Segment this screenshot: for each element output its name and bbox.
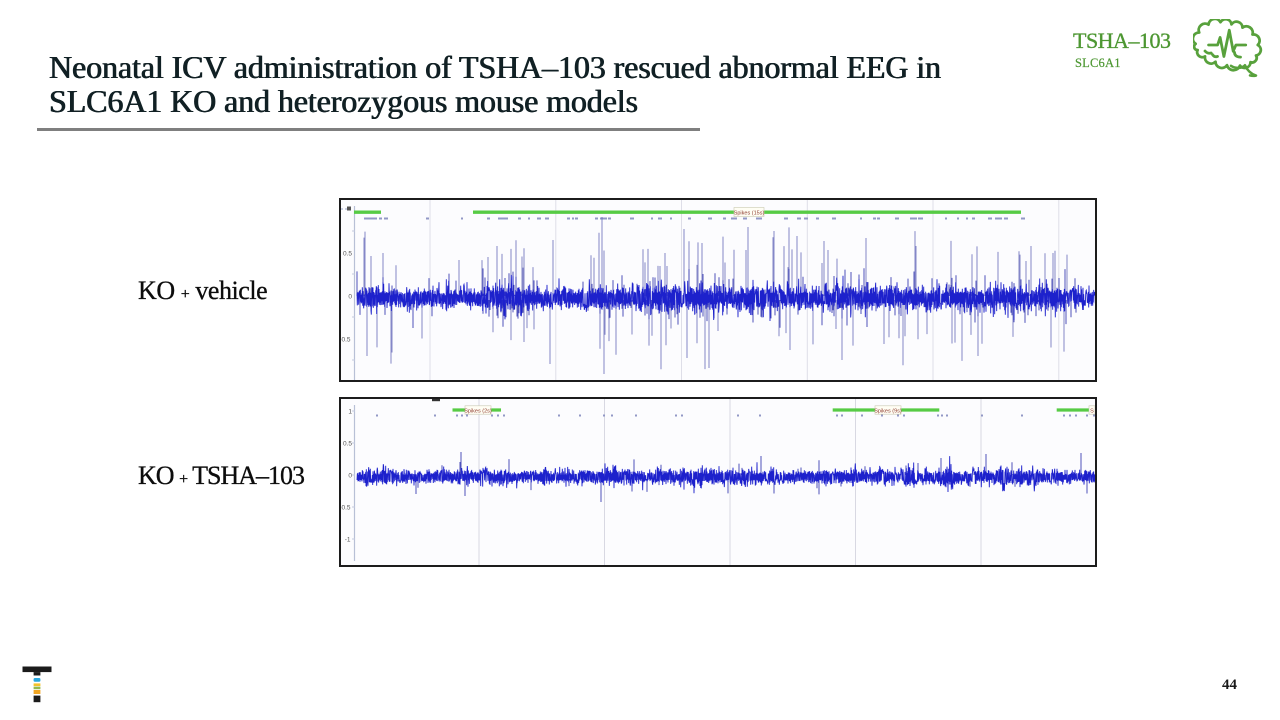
svg-text:0.5: 0.5 <box>343 441 352 448</box>
svg-text:0: 0 <box>348 294 352 301</box>
svg-text:-1: -1 <box>345 537 351 544</box>
svg-text:0: 0 <box>348 473 352 480</box>
svg-text:-0.5: -0.5 <box>339 337 351 344</box>
svg-text:Spikes (15s): Spikes (15s) <box>734 211 765 217</box>
svg-text:S: S <box>1090 408 1094 414</box>
svg-text:Spikes (9s): Spikes (9s) <box>874 408 902 414</box>
svg-text:Spikes (2s): Spikes (2s) <box>464 408 492 414</box>
svg-text:1: 1 <box>348 409 352 416</box>
svg-text:-0.5: -0.5 <box>339 505 351 512</box>
svg-text:0.5: 0.5 <box>343 251 352 258</box>
